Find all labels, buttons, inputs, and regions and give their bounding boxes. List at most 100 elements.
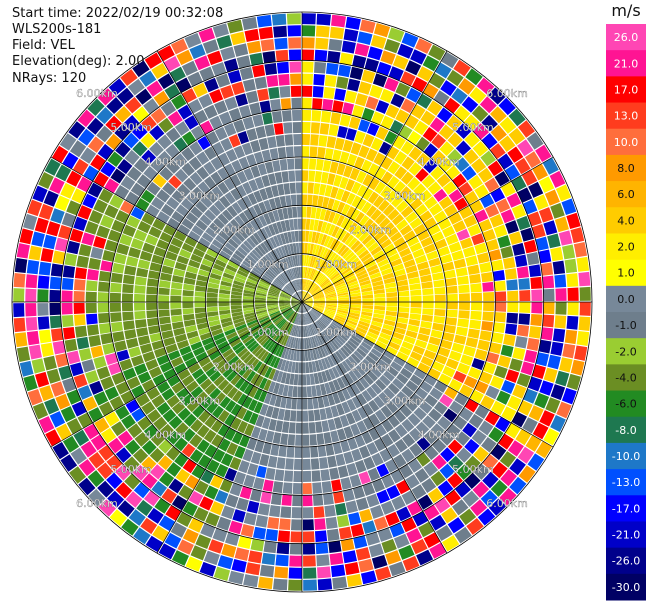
range-gate xyxy=(133,527,151,545)
range-gate xyxy=(218,152,231,166)
range-gate xyxy=(268,289,280,295)
range-gate xyxy=(142,242,156,254)
range-gate xyxy=(272,222,280,235)
range-gate xyxy=(254,176,265,190)
range-gate xyxy=(469,273,481,284)
range-gate xyxy=(325,62,339,76)
range-gate xyxy=(258,201,267,214)
range-gate xyxy=(52,250,66,265)
range-gate xyxy=(350,142,362,156)
range-gate xyxy=(309,243,315,255)
range-gate xyxy=(107,151,123,168)
range-gate xyxy=(454,392,469,406)
range-gate xyxy=(535,236,549,251)
range-gate xyxy=(182,302,194,309)
range-gate xyxy=(539,410,555,427)
range-gate xyxy=(270,329,280,339)
azimuth-spoke xyxy=(50,301,303,448)
range-gate xyxy=(271,314,282,322)
range-gate xyxy=(520,227,535,242)
range-gate xyxy=(247,192,258,206)
range-gate xyxy=(293,302,302,309)
range-gate xyxy=(128,346,142,358)
range-gate xyxy=(221,321,234,328)
range-gate xyxy=(302,97,312,109)
range-gate xyxy=(98,270,111,282)
range-gate xyxy=(362,338,375,348)
range-gate xyxy=(304,267,308,279)
range-gate xyxy=(302,446,311,458)
range-gate xyxy=(396,317,409,324)
range-gate xyxy=(297,313,301,325)
range-gate xyxy=(302,294,311,302)
range-gate xyxy=(380,405,393,418)
range-gate xyxy=(458,293,470,302)
range-gate xyxy=(348,512,362,526)
range-gate xyxy=(433,188,448,202)
range-gate xyxy=(328,124,339,137)
range-gate xyxy=(436,107,453,123)
range-gate xyxy=(422,302,434,309)
range-gate xyxy=(417,230,430,242)
range-gate xyxy=(484,410,500,426)
range-gate xyxy=(323,432,332,444)
range-gate xyxy=(35,371,50,388)
range-gate xyxy=(305,313,310,325)
range-gate xyxy=(401,32,419,48)
range-gate xyxy=(516,266,530,279)
range-gate xyxy=(254,302,266,305)
range-gate xyxy=(302,298,313,302)
range-gate xyxy=(272,343,281,355)
range-gate xyxy=(278,333,286,344)
range-gate xyxy=(132,60,150,78)
range-gate xyxy=(272,481,284,494)
range-gate xyxy=(255,307,267,312)
range-gate xyxy=(43,234,57,250)
range-gate xyxy=(312,291,323,298)
range-gate xyxy=(231,431,244,445)
range-gate xyxy=(407,413,421,427)
range-gate xyxy=(109,302,121,313)
range-gate xyxy=(291,299,302,302)
range-gate xyxy=(447,149,463,164)
range-gate xyxy=(281,291,292,298)
range-gate xyxy=(182,528,199,544)
range-gate xyxy=(264,62,278,76)
range-gate xyxy=(516,215,531,231)
range-gate xyxy=(332,320,343,328)
range-gate xyxy=(268,224,276,236)
range-gate xyxy=(393,356,406,367)
range-gate xyxy=(340,346,350,358)
range-gate xyxy=(52,441,69,460)
range-gate xyxy=(396,242,409,253)
range-gate xyxy=(482,311,494,322)
range-gate xyxy=(371,554,388,569)
azimuth-spokes xyxy=(12,12,592,592)
range-gate xyxy=(362,294,374,299)
range-gate xyxy=(37,303,49,316)
range-gate xyxy=(254,297,266,301)
range-gate xyxy=(309,146,318,158)
range-gate xyxy=(260,227,269,240)
range-gate xyxy=(248,550,263,564)
range-gate xyxy=(472,123,489,140)
range-gate xyxy=(234,377,246,390)
range-gate xyxy=(326,300,338,302)
range-gate xyxy=(355,269,368,278)
range-gate xyxy=(225,352,237,363)
range-gate xyxy=(321,420,330,432)
range-gate xyxy=(564,258,578,274)
range-gate xyxy=(416,436,431,451)
range-gate xyxy=(249,488,262,502)
range-gate xyxy=(331,199,341,212)
range-gate xyxy=(157,73,175,90)
range-gate xyxy=(292,313,298,324)
range-gate xyxy=(302,121,311,134)
range-gate xyxy=(447,472,463,489)
range-gate xyxy=(345,128,357,141)
range-gate xyxy=(246,40,262,54)
range-gate xyxy=(114,106,132,123)
range-gate xyxy=(552,260,566,275)
range-gate xyxy=(492,270,505,281)
colorbar-bin xyxy=(606,469,646,496)
